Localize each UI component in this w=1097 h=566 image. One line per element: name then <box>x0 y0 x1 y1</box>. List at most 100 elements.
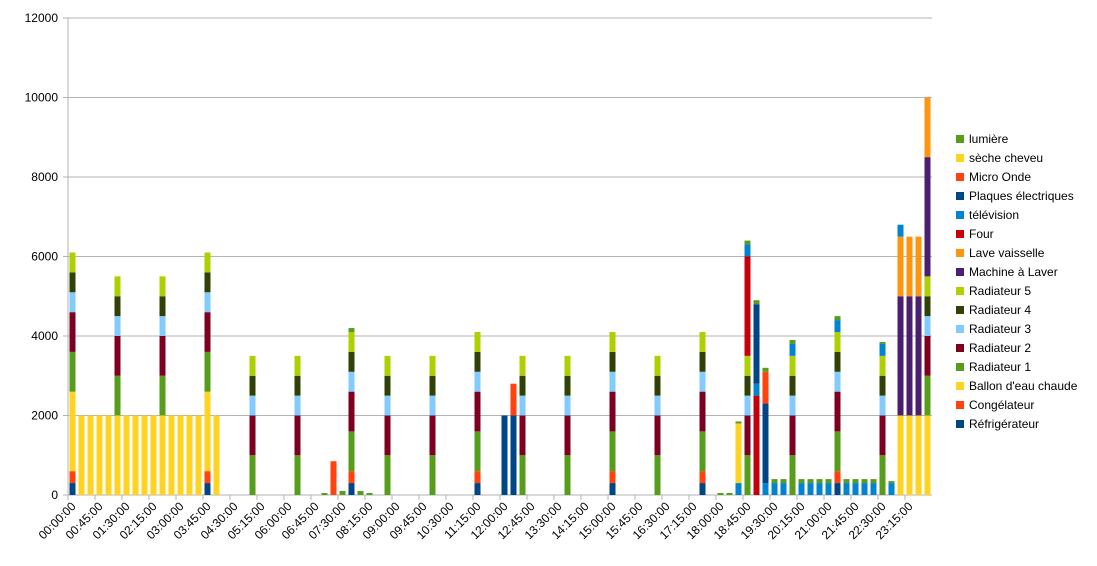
bar-segment <box>789 415 796 456</box>
bar-segment <box>348 483 355 495</box>
bar-segment <box>744 455 751 495</box>
bar-segment <box>249 455 256 495</box>
bar-segment <box>249 355 256 376</box>
bar-segment <box>564 355 571 376</box>
bar-segment <box>384 375 391 396</box>
bar-segment <box>699 391 706 432</box>
bar-segment <box>348 332 355 352</box>
bar-segment <box>753 300 760 305</box>
bar-segment <box>294 415 301 456</box>
bar-segment <box>294 375 301 396</box>
bar-segment <box>510 383 517 416</box>
bar-segment <box>384 415 391 456</box>
bar-segment <box>213 415 220 495</box>
bar-segment <box>924 415 931 495</box>
bar-segment <box>474 371 481 392</box>
bar-segment <box>744 415 751 456</box>
bar-segment <box>753 383 760 396</box>
bar-segment <box>294 355 301 376</box>
bar-segment <box>816 479 823 484</box>
legend-label: sèche cheveu <box>969 151 1043 165</box>
bar-segment <box>879 341 886 344</box>
bar-segment <box>69 272 76 293</box>
bar-segment <box>861 479 868 484</box>
legend-swatch <box>956 268 964 276</box>
bar-segment <box>744 395 751 416</box>
bar-segment <box>879 395 886 416</box>
bar-segment <box>204 391 211 472</box>
bar-segment <box>384 355 391 376</box>
legend-label: Micro Onde <box>969 170 1031 184</box>
bar-segment <box>519 375 526 396</box>
bar-segment <box>249 395 256 416</box>
bar-segment <box>69 471 76 484</box>
bar-segment <box>168 415 175 495</box>
bar-segment <box>105 415 112 495</box>
bar-segment <box>348 471 355 484</box>
bar-segment <box>114 415 121 495</box>
bar-segment <box>654 455 661 495</box>
bar-segment <box>429 415 436 456</box>
bar-segment <box>924 97 931 158</box>
bar-segment <box>924 336 931 376</box>
bar-segment <box>825 483 832 495</box>
bar-segment <box>564 395 571 416</box>
legend-swatch <box>956 154 964 162</box>
bar-segment <box>519 415 526 456</box>
bar-segment <box>519 355 526 376</box>
legend-swatch <box>956 249 964 257</box>
legend-label: Radiateur 2 <box>969 341 1031 355</box>
bar-segment <box>429 395 436 416</box>
bar-segment <box>78 415 85 495</box>
legend-label: Four <box>969 227 994 241</box>
bar-segment <box>834 483 841 495</box>
bar-segment <box>906 236 913 297</box>
bar-segment <box>834 371 841 392</box>
bar-segment <box>843 483 850 495</box>
bar-segment <box>69 292 76 313</box>
bar-segment <box>897 415 904 495</box>
bar-segment <box>834 351 841 372</box>
bar-segment <box>852 483 859 495</box>
bar-segment <box>159 336 166 376</box>
bar-segment <box>888 481 895 484</box>
bar-segment <box>798 479 805 484</box>
bar-segment <box>798 483 805 495</box>
bar-segment <box>879 343 886 356</box>
bar-segment <box>879 375 886 396</box>
bar-segment <box>789 339 796 344</box>
legend-label: Radiateur 4 <box>969 303 1031 317</box>
legend-swatch <box>956 173 964 181</box>
bar-segment <box>771 479 778 484</box>
bar-segment <box>474 483 481 495</box>
bar-segment <box>789 343 796 356</box>
bar-segment <box>384 455 391 495</box>
bar-segment <box>924 157 931 277</box>
bar-segment <box>474 391 481 432</box>
bar-segment <box>384 395 391 416</box>
bar-segment <box>699 332 706 352</box>
y-tick-label: 0 <box>51 488 58 502</box>
bar-segment <box>744 244 751 257</box>
legend-swatch <box>956 192 964 200</box>
bar-segment <box>348 391 355 432</box>
bar-segment <box>69 483 76 495</box>
bar-segment <box>564 415 571 456</box>
bar-segment <box>924 296 931 317</box>
bar-segment <box>789 355 796 376</box>
bar-segment <box>852 479 859 484</box>
bar-segment <box>87 415 94 495</box>
bar-segment <box>348 371 355 392</box>
legend-label: Radiateur 5 <box>969 284 1031 298</box>
bar-segment <box>348 431 355 472</box>
bar-segment <box>114 375 121 416</box>
bar-segment <box>132 415 139 495</box>
legend-label: Lave vaisselle <box>969 246 1045 260</box>
bar-segment <box>834 391 841 432</box>
bar-segment <box>699 431 706 472</box>
bar-segment <box>906 296 913 416</box>
bar-segment <box>654 375 661 396</box>
bar-segment <box>843 479 850 484</box>
legend-swatch <box>956 382 964 390</box>
